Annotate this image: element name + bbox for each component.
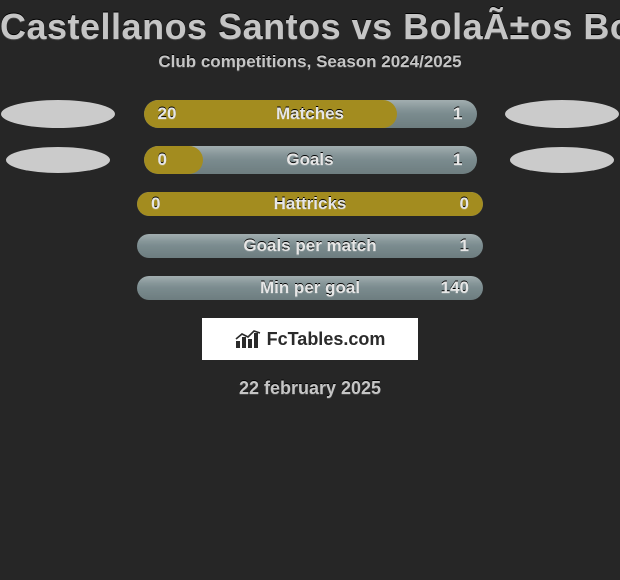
left-oval-slot — [0, 147, 116, 173]
stat-left-value: 0 — [151, 194, 160, 214]
stat-bar: 140 Min per goal — [137, 276, 483, 300]
stat-label: Matches — [276, 104, 344, 124]
player-left-oval — [1, 100, 115, 128]
brand-text: FcTables.com — [267, 329, 386, 350]
stat-row: 20 1 Matches — [0, 100, 620, 128]
player-right-oval — [510, 147, 614, 173]
stat-row: 1 Goals per match — [0, 234, 620, 258]
stat-bar-fill — [144, 146, 204, 174]
stat-right-value: 140 — [441, 278, 469, 298]
subtitle: Club competitions, Season 2024/2025 — [0, 52, 620, 72]
date-label: 22 february 2025 — [0, 378, 620, 399]
stat-left-value: 0 — [158, 150, 167, 170]
stat-bar: 0 0 Hattricks — [137, 192, 483, 216]
stat-bar: 20 1 Matches — [144, 100, 477, 128]
page-title: Castellanos Santos vs BolaÃ±os Boburg — [0, 0, 620, 52]
stat-left-value: 20 — [158, 104, 177, 124]
brand-badge: FcTables.com — [202, 318, 418, 360]
stat-bar-fill — [144, 100, 397, 128]
stat-label: Goals per match — [243, 236, 376, 256]
brand-chart-icon — [235, 329, 261, 349]
stat-bar: 1 Goals per match — [137, 234, 483, 258]
stat-label: Hattricks — [274, 194, 347, 214]
stat-label: Min per goal — [260, 278, 360, 298]
left-oval-slot — [0, 100, 116, 128]
stat-right-value: 1 — [453, 104, 462, 124]
stat-label: Goals — [286, 150, 333, 170]
stat-row: 0 1 Goals — [0, 146, 620, 174]
stat-right-value: 1 — [460, 236, 469, 256]
stat-right-value: 0 — [460, 194, 469, 214]
stats-container: 20 1 Matches 0 1 Goals 0 0 Hattricks 1 Goals per m… — [0, 100, 620, 300]
right-oval-slot — [505, 147, 620, 173]
stat-right-value: 1 — [453, 150, 462, 170]
player-right-oval — [505, 100, 619, 128]
stat-row: 0 0 Hattricks — [0, 192, 620, 216]
stat-row: 140 Min per goal — [0, 276, 620, 300]
player-left-oval — [6, 147, 110, 173]
stat-bar: 0 1 Goals — [144, 146, 477, 174]
right-oval-slot — [505, 100, 620, 128]
